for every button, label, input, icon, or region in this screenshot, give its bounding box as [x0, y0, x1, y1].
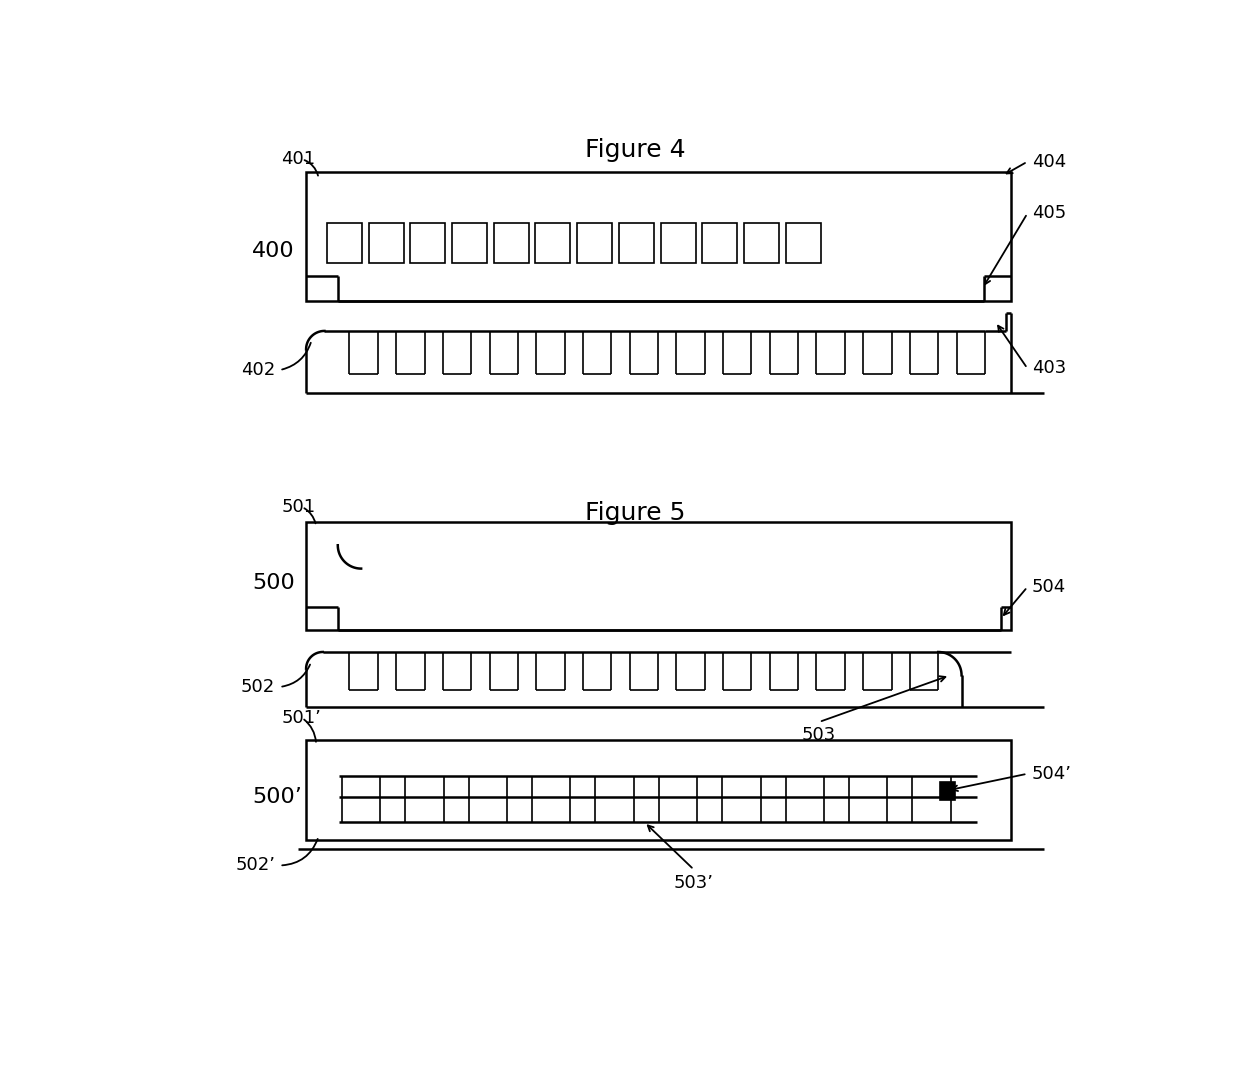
Text: 501: 501 — [281, 498, 315, 516]
Bar — [327, 223, 362, 263]
Bar — [536, 223, 570, 263]
Bar — [577, 223, 613, 263]
Text: 401: 401 — [281, 151, 315, 168]
Text: 403: 403 — [1032, 360, 1066, 378]
Text: 501’: 501’ — [281, 709, 321, 727]
Text: 504: 504 — [1032, 578, 1066, 596]
Text: 402: 402 — [241, 361, 275, 379]
Text: 504’: 504’ — [1032, 765, 1071, 783]
Text: 503: 503 — [802, 727, 836, 744]
Bar — [786, 223, 821, 263]
Text: 503’: 503’ — [673, 874, 714, 891]
Bar — [940, 782, 955, 800]
Text: 502’: 502’ — [236, 857, 275, 874]
Text: 405: 405 — [1032, 205, 1066, 222]
Text: Figure 5: Figure 5 — [585, 501, 686, 525]
Bar — [306, 172, 1011, 301]
Bar — [368, 223, 404, 263]
Bar — [702, 223, 738, 263]
Text: 500’: 500’ — [252, 787, 301, 807]
Bar — [494, 223, 528, 263]
Bar — [619, 223, 653, 263]
Bar — [453, 223, 487, 263]
Text: Figure 4: Figure 4 — [585, 139, 686, 162]
Text: 500: 500 — [252, 573, 295, 592]
Bar — [306, 741, 1011, 840]
Text: 404: 404 — [1032, 153, 1066, 171]
Bar — [410, 223, 445, 263]
Text: 502: 502 — [241, 678, 275, 696]
Bar — [744, 223, 779, 263]
Bar — [661, 223, 696, 263]
Text: 400: 400 — [252, 240, 295, 261]
Bar — [306, 522, 1011, 630]
